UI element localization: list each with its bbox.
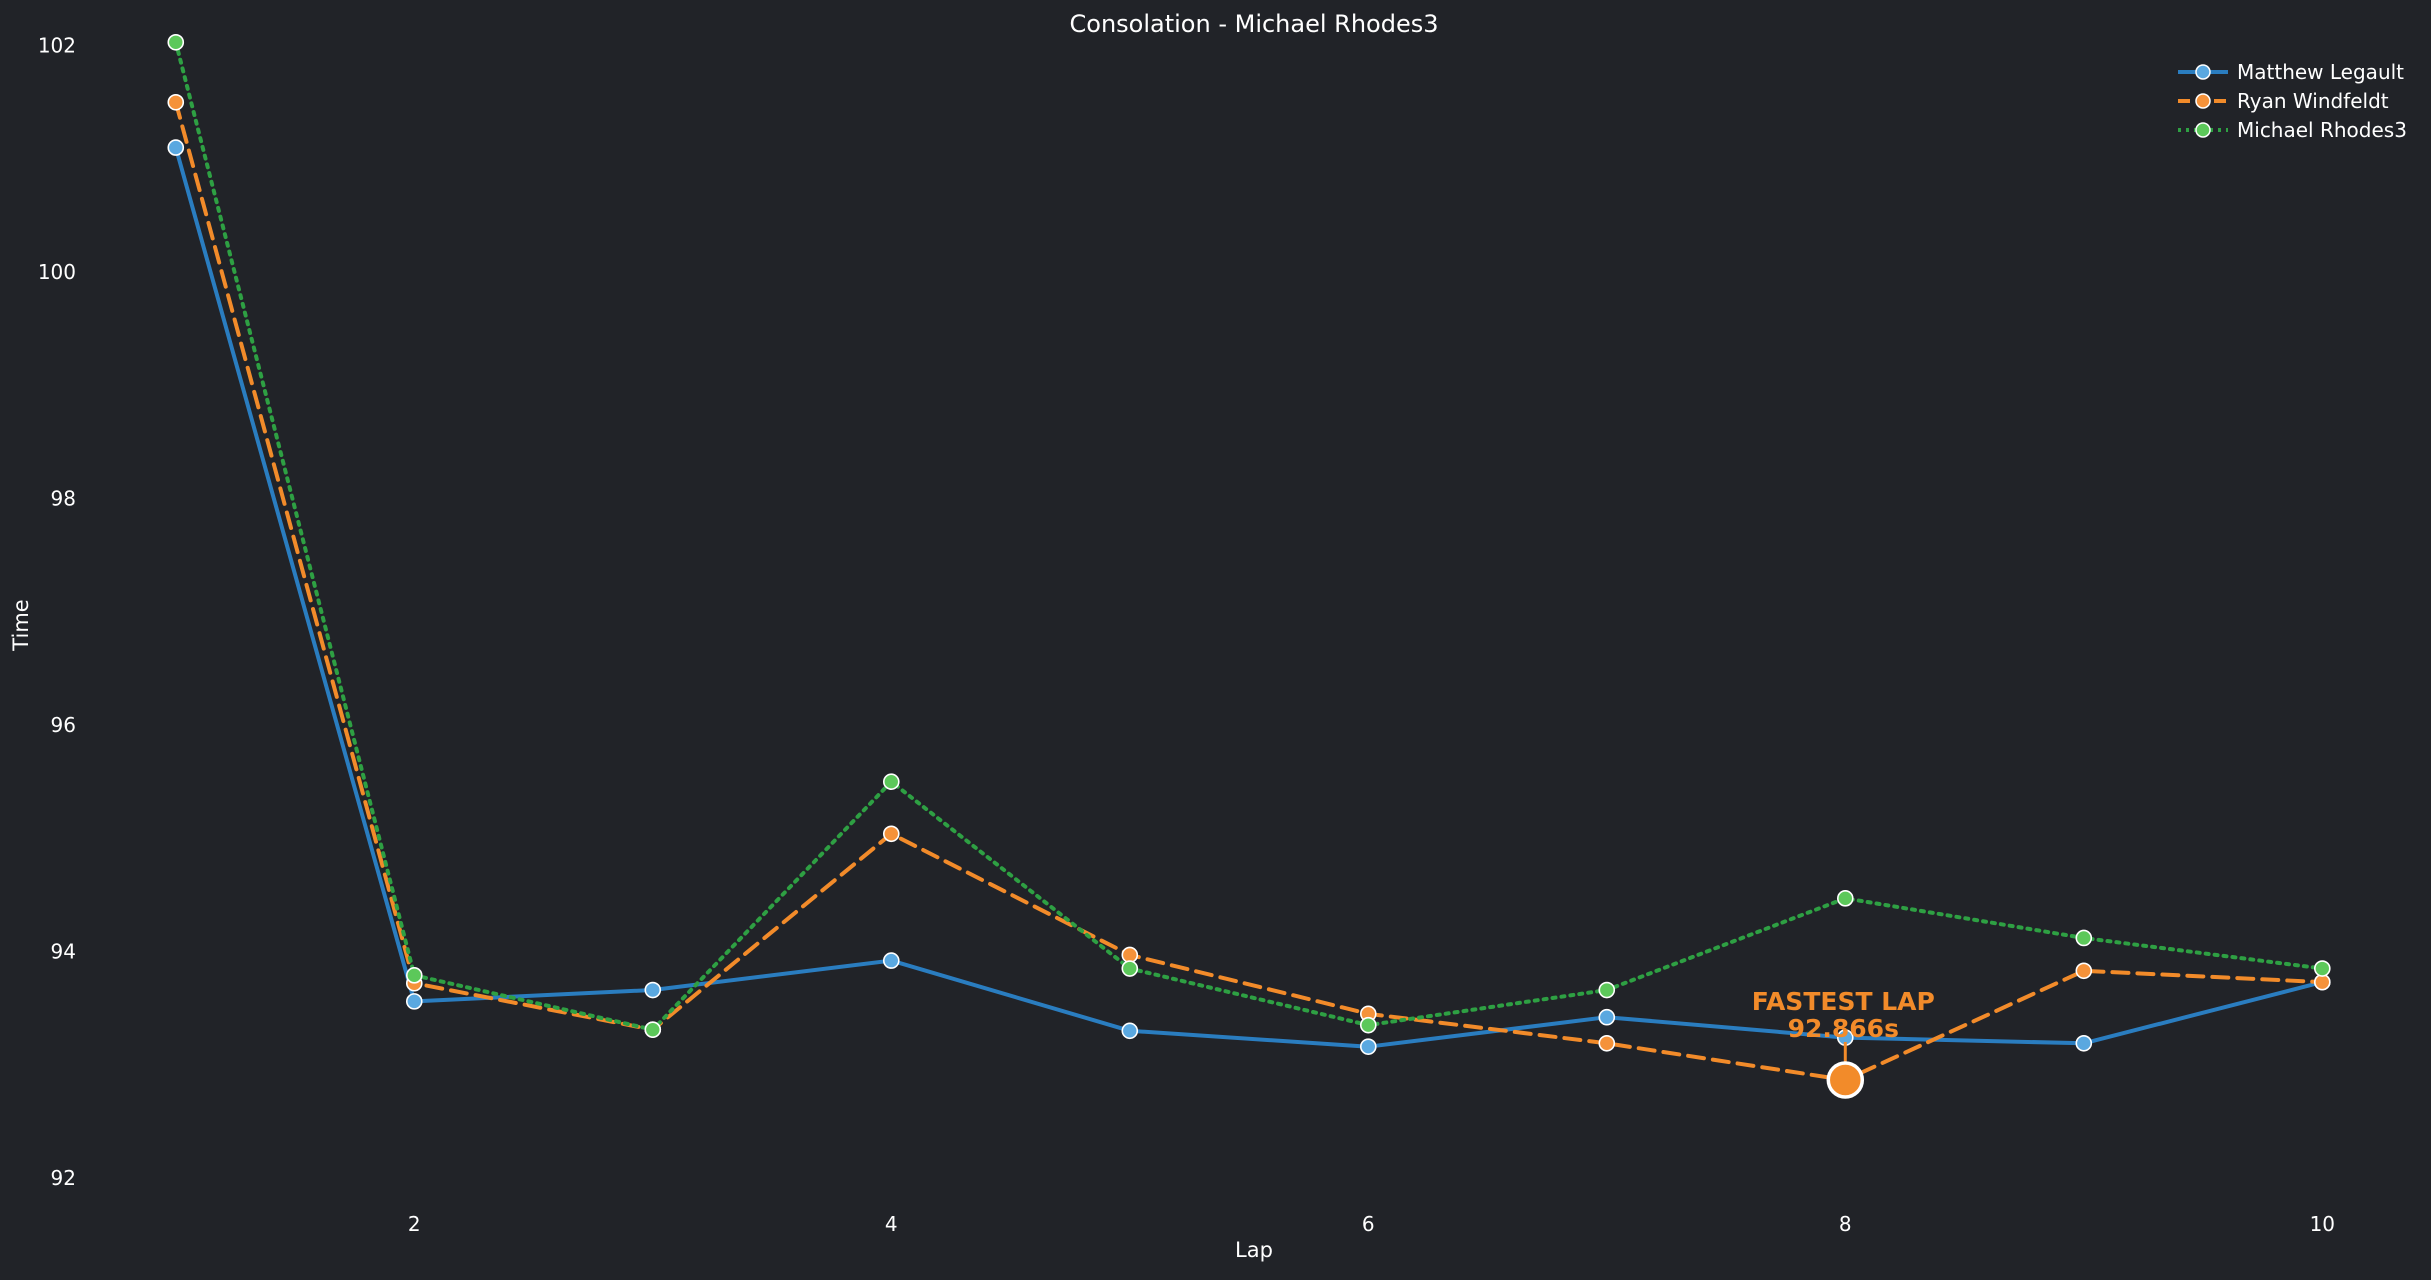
x-tick-label: 10 [2310,1212,2335,1236]
data-point-ryan-windfeldt[interactable] [167,93,185,111]
x-tick-label: 6 [1362,1212,1375,1236]
data-point-ryan-windfeldt[interactable] [1598,1034,1616,1052]
data-point-matthew-legault[interactable] [1121,1022,1139,1040]
legend-label: Matthew Legault [2237,60,2404,84]
annotation-value: 92.866s [1788,1014,1899,1043]
data-point-matthew-legault[interactable] [405,993,423,1010]
series-michael-rhodes3 [167,33,2331,1038]
y-tick-label: 98 [51,487,76,511]
annotation-title: FASTEST LAP [1752,987,1935,1016]
data-point-ryan-windfeldt[interactable] [882,825,900,843]
x-tick-label: 2 [408,1212,421,1236]
chart-axes: 92 94 96 98 100 102 2 4 6 8 10 [38,34,2335,1236]
y-tick-label: 102 [38,34,76,58]
data-point-matthew-legault[interactable] [2075,1034,2093,1052]
x-tick-label: 8 [1839,1212,1852,1236]
data-point-matthew-legault[interactable] [882,952,900,969]
data-point-michael-rhodes3[interactable] [1121,960,1139,977]
series-line-michael-rhodes3 [173,40,2325,1032]
y-axis-label: Time [9,599,33,651]
data-point-michael-rhodes3[interactable] [644,1021,662,1038]
chart-title: Consolation - Michael Rhodes3 [1070,10,1439,38]
series-matthew-legault [167,139,2331,1055]
legend-label: Ryan Windfeldt [2237,89,2389,113]
y-tick-label: 96 [51,713,76,737]
data-point-michael-rhodes3[interactable] [1836,890,1854,907]
series-line-ryan-windfeldt [173,100,2325,1082]
chart-legend[interactable]: Matthew Legault Ryan Windfeldt Michael Rho… [2178,60,2407,142]
legend-marker [2195,93,2211,109]
legend-marker [2195,64,2211,80]
legend-item-ryan-windfeldt[interactable]: Ryan Windfeldt [2178,89,2389,113]
series-line-matthew-legault [173,145,2325,1049]
chart-series-layer [167,33,2331,1089]
data-point-ryan-windfeldt[interactable] [2313,973,2331,991]
data-point-ryan-windfeldt[interactable] [2075,962,2093,980]
data-point-matthew-legault[interactable] [1359,1038,1377,1055]
x-axis-label: Lap [1235,1238,1273,1262]
data-point-michael-rhodes3[interactable] [405,967,423,984]
legend-label: Michael Rhodes3 [2237,118,2407,142]
data-point-matthew-legault[interactable] [167,139,185,156]
y-tick-label: 92 [51,1166,76,1190]
legend-marker [2195,122,2211,138]
y-tick-label: 94 [51,940,76,964]
y-tick-label: 100 [38,260,76,284]
series-ryan-windfeldt [167,93,2331,1089]
data-point-michael-rhodes3[interactable] [2313,960,2331,977]
legend-item-michael-rhodes3[interactable]: Michael Rhodes3 [2178,118,2407,142]
data-point-michael-rhodes3[interactable] [1598,981,1616,999]
data-point-matthew-legault[interactable] [644,981,662,999]
data-point-ryan-windfeldt[interactable] [1121,946,1139,964]
data-point-michael-rhodes3[interactable] [882,773,900,790]
data-point-michael-rhodes3[interactable] [167,33,185,51]
data-point-michael-rhodes3[interactable] [2075,929,2093,947]
data-point-matthew-legault[interactable] [1598,1008,1616,1026]
x-tick-label: 4 [885,1212,898,1236]
legend-item-matthew-legault[interactable]: Matthew Legault [2178,60,2404,84]
fastest-lap-marker[interactable] [1826,1061,1865,1099]
data-point-michael-rhodes3[interactable] [1359,1016,1377,1034]
